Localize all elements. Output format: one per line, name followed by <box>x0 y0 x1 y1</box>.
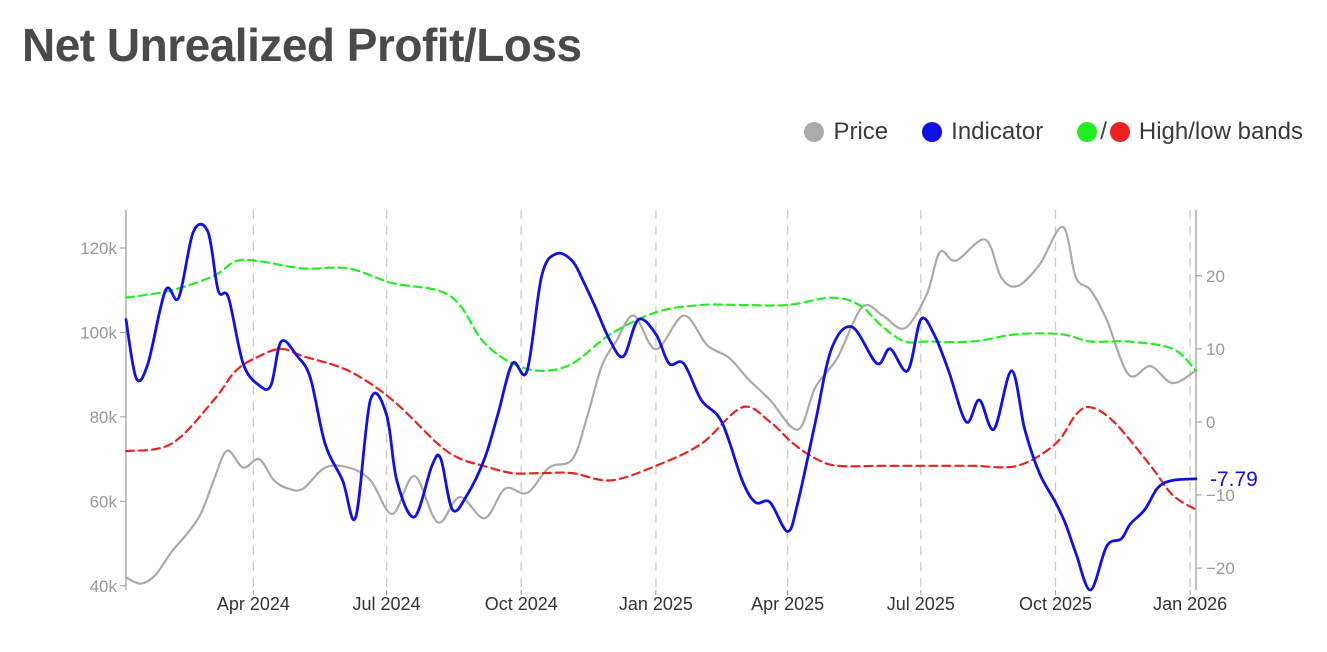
price-legend-dot <box>804 122 825 142</box>
y-left-tick-label: 80k <box>90 408 118 427</box>
y-right-tick-label: −20 <box>1206 559 1235 578</box>
legend-label-price: Price <box>833 118 889 145</box>
chart-legend: Price Indicator / High/low bands <box>770 118 1303 146</box>
y-left-tick-label: 100k <box>80 323 117 342</box>
x-tick-label: Apr 2024 <box>217 594 290 614</box>
price-series-line <box>124 225 1198 585</box>
low-band-legend-dot <box>1109 122 1130 142</box>
x-tick-label: Oct 2024 <box>485 594 558 614</box>
x-tick-label: Oct 2025 <box>1019 594 1092 614</box>
x-tick-label: Jan 2026 <box>1153 594 1227 614</box>
y-right-tick-label: −10 <box>1206 486 1235 505</box>
x-tick-label: Jul 2025 <box>887 594 955 614</box>
legend-item-price[interactable]: Price <box>804 118 888 146</box>
high-band-series-line <box>124 258 1198 372</box>
y-left-tick-label: 40k <box>90 577 118 596</box>
indicator-series-line <box>124 222 1198 592</box>
x-tick-label: Jan 2025 <box>619 594 693 614</box>
y-left-tick-label: 120k <box>80 239 117 258</box>
page-title: Net Unrealized Profit/Loss <box>22 19 582 71</box>
x-tick-label: Apr 2025 <box>751 594 824 614</box>
x-tick-label: Jul 2024 <box>353 594 421 614</box>
legend-separator: / <box>1100 118 1107 145</box>
legend-label-bands: High/low bands <box>1138 118 1303 145</box>
y-left-tick-label: 60k <box>90 492 118 511</box>
legend-item-bands[interactable]: / High/low bands <box>1077 118 1303 146</box>
y-right-tick-label: 20 <box>1206 267 1225 286</box>
legend-label-indicator: Indicator <box>951 118 1044 145</box>
indicator-legend-dot <box>922 122 943 142</box>
low-band-series-line <box>124 347 1198 511</box>
current-value-label: -7.79 <box>1210 468 1258 491</box>
y-right-tick-label: 0 <box>1206 413 1215 432</box>
y-right-tick-label: 10 <box>1206 340 1225 359</box>
legend-item-indicator[interactable]: Indicator <box>922 118 1043 146</box>
high-band-legend-dot <box>1077 122 1098 142</box>
